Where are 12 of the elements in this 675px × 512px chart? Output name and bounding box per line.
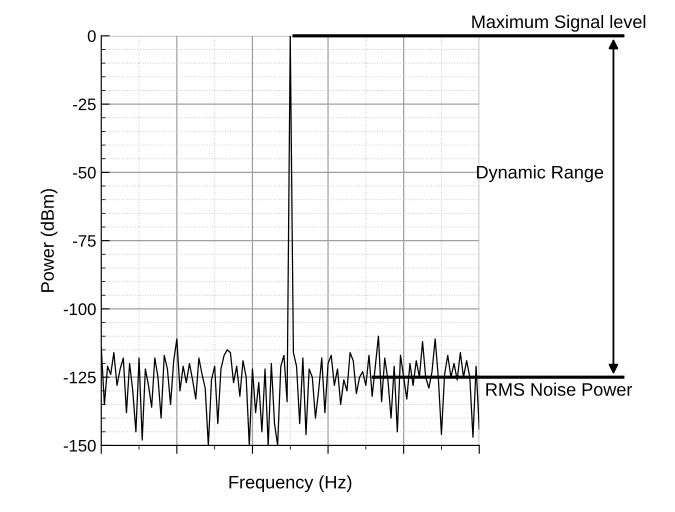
y-tick-label: 0	[88, 30, 96, 42]
ref-line-label: Maximum Signal level	[472, 14, 646, 32]
y-tick-label: -25	[73, 98, 96, 110]
x-axis-title: Frequency (Hz)	[230, 475, 352, 492]
y-tick-label: -75	[73, 235, 96, 247]
y-tick-label: -50	[73, 166, 96, 179]
ref-line-label: RMS Noise Power	[486, 382, 632, 396]
annotation: Dynamic Range	[477, 165, 604, 182]
y-tick-label: -100	[64, 303, 96, 316]
y-tick-label: -125	[64, 372, 96, 384]
y-axis-title: Power (dBm)	[40, 189, 58, 292]
y-tick-label: -150	[64, 440, 96, 452]
